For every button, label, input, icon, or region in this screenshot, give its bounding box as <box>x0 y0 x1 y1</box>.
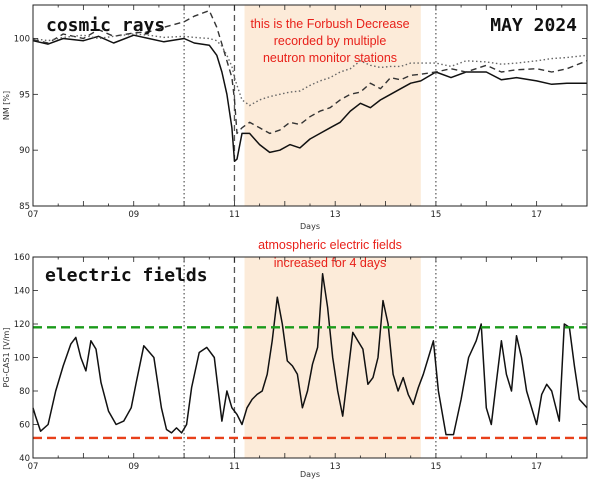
panel-label: electric fields <box>45 265 208 286</box>
x-tick-label: 07 <box>28 210 39 220</box>
neutron-monitor-series <box>32 9 588 163</box>
x-tick-label: 13 <box>330 210 341 220</box>
annotation-line: recorded by multiple <box>274 34 387 48</box>
y-tick-label: 95 <box>19 90 30 100</box>
annotation-line: neutron monitor stations <box>263 51 397 65</box>
annotation-line: atmospheric electric fields <box>258 238 402 252</box>
y-tick-label: 85 <box>19 202 30 212</box>
series-line-solid <box>32 273 588 436</box>
forbush-decrease-highlight <box>244 5 421 206</box>
y-tick-label: 120 <box>14 320 30 330</box>
x-tick-label: 17 <box>531 210 542 220</box>
y-tick-label: 40 <box>19 454 30 464</box>
x-tick-label: 13 <box>330 462 341 472</box>
event-marker-lines <box>183 257 437 458</box>
x-tick-label: 11 <box>229 210 240 220</box>
x-tick-label: 09 <box>128 462 139 472</box>
date-label: MAY 2024 <box>490 15 577 36</box>
y-axis-ticks: 85 90 95 100 <box>14 35 587 212</box>
annotation: this is the Forbush Decrease recorded by … <box>250 17 409 65</box>
panel-label: cosmic rays <box>46 15 165 36</box>
y-tick-label: 90 <box>19 146 30 156</box>
y-axis-ticks: 40 60 80 100 120 140 160 <box>14 253 587 464</box>
x-tick-label: 09 <box>128 210 139 220</box>
x-axis-ticks: 07 09 11 13 15 17 <box>28 257 588 472</box>
y-axis-title: NM [%] <box>2 91 11 120</box>
annotation-line: this is the Forbush Decrease <box>250 17 409 31</box>
y-tick-label: 100 <box>14 35 30 45</box>
electric-fields-panel: 07 09 11 13 15 17 40 60 80 100 120 140 160 Days PG-… <box>2 238 588 479</box>
y-tick-label: 60 <box>19 421 30 431</box>
series-line-dashed <box>32 9 588 135</box>
cosmic-rays-panel: 07 09 11 13 15 17 85 90 95 100 Days NM [%] cosmi… <box>2 4 588 231</box>
y-tick-label: 140 <box>14 287 30 297</box>
y-tick-label: 80 <box>19 387 30 397</box>
annotation: atmospheric electric fields increased for… <box>258 238 402 270</box>
y-tick-label: 100 <box>14 354 30 364</box>
x-tick-label: 15 <box>430 210 441 220</box>
x-axis-title: Days <box>300 222 320 231</box>
threshold-lines <box>33 326 587 440</box>
x-axis-title: Days <box>300 470 320 479</box>
y-axis-title: PG-CAS1 [V/m] <box>2 328 11 388</box>
series-line-solid <box>32 34 587 163</box>
x-tick-label: 15 <box>430 462 441 472</box>
x-tick-label: 17 <box>531 462 542 472</box>
electric-field-series <box>32 273 588 436</box>
x-axis-ticks: 07 09 11 13 15 17 <box>28 5 588 220</box>
x-tick-label: 11 <box>229 462 240 472</box>
y-tick-label: 160 <box>14 253 30 263</box>
x-tick-label: 07 <box>28 462 39 472</box>
annotation-line: increased for 4 days <box>274 256 387 270</box>
